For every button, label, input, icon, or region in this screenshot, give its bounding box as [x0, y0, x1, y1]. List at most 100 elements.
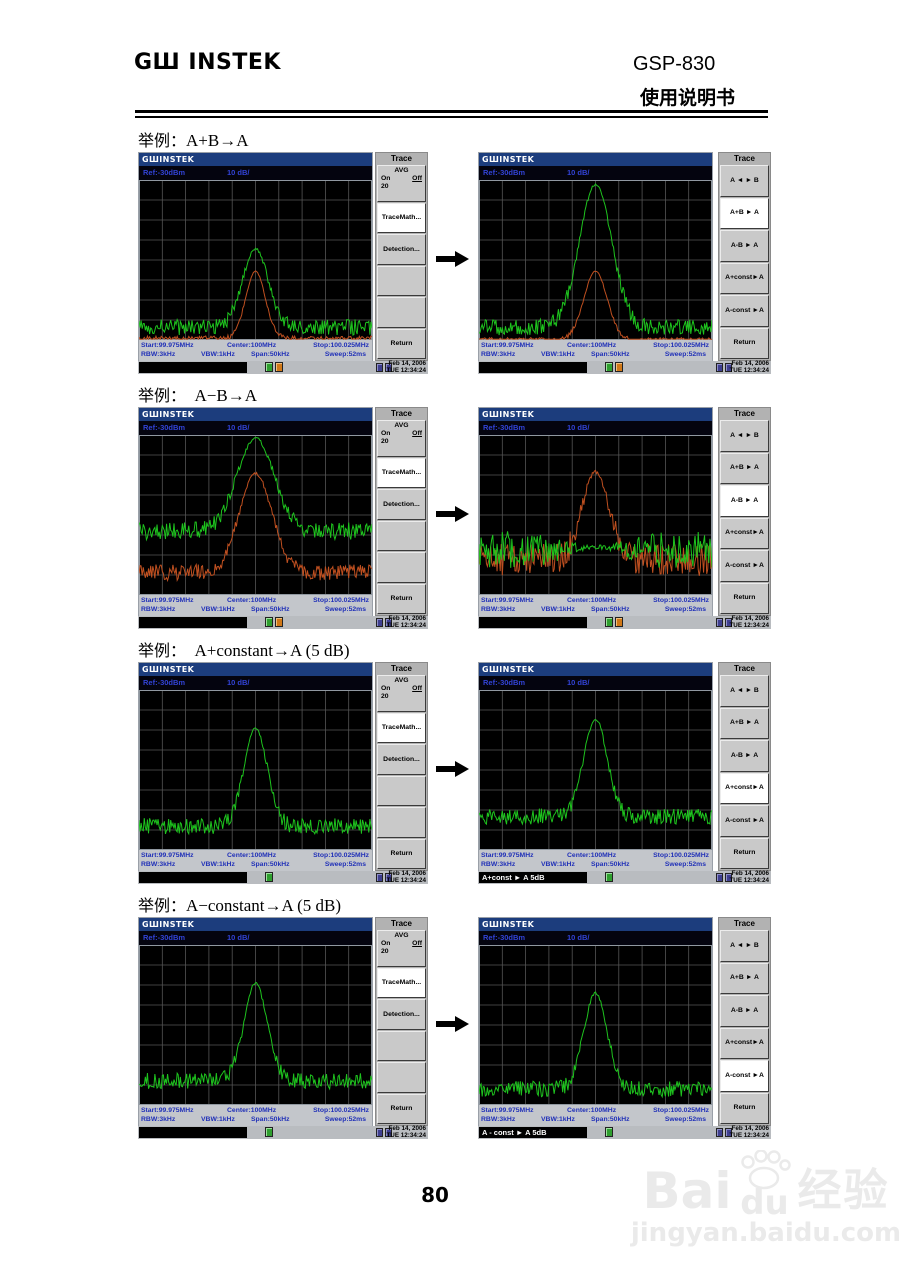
ref-line: Ref:-30dBm 10 dB/	[139, 166, 372, 180]
date-text: Feb 14, 2006	[388, 870, 426, 877]
green-indicator-icon	[265, 617, 273, 627]
softkey-button: Detection...	[377, 744, 426, 775]
date-text: Feb 14, 2006	[731, 615, 769, 622]
rbw-value: RBW:3kHz	[141, 351, 176, 358]
status-readout: Start:99.975MHz Center:100MHz Stop:100.025…	[139, 1105, 372, 1126]
screenshot-pair: GШINSTEK Ref:-30dBm 10 dB/Start:99.975MHz C…	[138, 407, 771, 629]
vbw-value: VBW:1kHz	[541, 1116, 575, 1123]
vbw-value: VBW:1kHz	[541, 861, 575, 868]
scale-per-div: 10 dB/	[227, 678, 250, 687]
avg-on-label: On	[381, 175, 391, 182]
avg-off-label: Off	[412, 940, 422, 947]
trace-green	[479, 719, 712, 826]
center-frequency: Center:100MHz	[227, 342, 277, 349]
system-icon	[725, 618, 732, 627]
example-prefix: 举例：	[138, 898, 187, 915]
spectrum-plot	[139, 945, 372, 1105]
ref-level: Ref:-30dBm	[143, 678, 186, 687]
softkey-button: Return	[720, 327, 769, 359]
start-frequency: Start:99.975MHz	[141, 597, 194, 604]
datetime-readout: Feb 14, 2006 TUE 12:34:24	[729, 870, 769, 884]
status-row-2: RBW:3kHz VBW:1kHz Span:50kHz Sweep:52ms	[479, 1115, 712, 1125]
menu-title: Trace	[391, 409, 412, 418]
center-frequency: Center:100MHz	[567, 597, 617, 604]
trace-green	[139, 247, 372, 336]
result-bar: A+const ► A 5dB	[479, 872, 587, 883]
softkey-avg-button: AVG On Off 20	[377, 420, 426, 457]
trace-green	[479, 531, 712, 568]
softkey-menu: Trace AVG On Off 20 TraceMath... Detection... R…	[375, 152, 428, 361]
green-indicator-icon	[265, 872, 273, 882]
example-formula: A+constant→A (5 dB)	[186, 641, 350, 660]
menu-title: Trace	[734, 409, 755, 418]
system-icons	[716, 618, 732, 627]
trace-green	[479, 991, 712, 1099]
softkey-button	[377, 297, 426, 328]
result-bar	[139, 1127, 247, 1138]
softkey-button: A+const►A	[720, 1027, 769, 1059]
spectrum-plot	[139, 180, 372, 340]
sweep-value: Sweep:52ms	[324, 351, 366, 358]
green-indicator-icon	[605, 1127, 613, 1137]
system-icons	[716, 873, 732, 882]
status-readout: Start:99.975MHz Center:100MHz Stop:100.025…	[479, 1105, 712, 1126]
ref-level: Ref:-30dBm	[483, 423, 526, 432]
stop-frequency: Stop:100.025MHz	[313, 597, 369, 604]
instrument-screen: GШINSTEK Ref:-30dBm 10 dB/Start:99.975MHz C…	[478, 152, 713, 361]
datetime-readout: Feb 14, 2006 TUE 12:34:24	[729, 360, 769, 374]
avg-label: AVG	[394, 932, 409, 939]
softkey-menu: Trace A ◄ ► B A+B ► A A-B ► A A+const►A A-con…	[718, 152, 771, 361]
example-section: 举例： A+constant→A (5 dB) GШINSTEK Ref:-30d…	[138, 637, 771, 884]
example-label: 举例：A−constant→A (5 dB)	[138, 892, 771, 915]
date-text: Feb 14, 2006	[388, 615, 426, 622]
result-bar	[139, 872, 247, 883]
scale-per-div: 10 dB/	[567, 423, 590, 432]
system-icon	[716, 618, 723, 627]
screenshot-before: GШINSTEK Ref:-30dBm 10 dB/Start:99.975MHz C…	[138, 407, 428, 629]
screen-titlebar: GШINSTEK	[139, 153, 372, 166]
vbw-value: VBW:1kHz	[201, 861, 235, 868]
spectrum-grid	[479, 180, 712, 340]
instrument-screen: GШINSTEK Ref:-30dBm 10 dB/Start:99.975MHz C…	[138, 152, 373, 361]
scale-per-div: 10 dB/	[227, 933, 250, 942]
softkey-list: A ◄ ► B A+B ► A A-B ► A A+const►A A-const ►A…	[719, 164, 770, 360]
datetime-readout: Feb 14, 2006 TUE 12:34:24	[729, 615, 769, 629]
start-frequency: Start:99.975MHz	[141, 1107, 194, 1114]
ref-line: Ref:-30dBm 10 dB/	[479, 166, 712, 180]
result-bar	[479, 362, 587, 373]
system-icon	[376, 873, 383, 882]
watermark-du: du	[740, 1183, 789, 1223]
status-row-2: RBW:3kHz VBW:1kHz Span:50kHz Sweep:52ms	[479, 350, 712, 360]
menu-title: Trace	[734, 919, 755, 928]
green-indicator-icon	[605, 872, 613, 882]
center-frequency: Center:100MHz	[567, 1107, 617, 1114]
orange-indicator-icon	[275, 617, 283, 627]
date-text: Feb 14, 2006	[388, 360, 426, 367]
result-bar: A - const ► A 5dB	[479, 1127, 587, 1138]
system-icon	[716, 1128, 723, 1137]
time-text: TUE 12:34:24	[386, 1131, 426, 1139]
ref-level: Ref:-30dBm	[143, 933, 186, 942]
spectrum-plot	[479, 180, 712, 340]
example-prefix: 举例：	[138, 388, 187, 405]
spectrum-plot	[479, 435, 712, 595]
arrow-icon	[428, 250, 478, 268]
system-icon	[385, 873, 392, 882]
screen-titlebar: GШINSTEK	[479, 918, 712, 931]
softkey-button: A+const►A	[720, 517, 769, 549]
system-icon	[716, 873, 723, 882]
ref-line: Ref:-30dBm 10 dB/	[139, 421, 372, 435]
avg-label: AVG	[394, 677, 409, 684]
trace-red	[139, 270, 372, 340]
example-section: 举例：A−constant→A (5 dB) GШINSTEK Ref:-30dB…	[138, 892, 771, 1139]
system-icon	[385, 618, 392, 627]
softkey-button: TraceMath...	[377, 713, 426, 744]
watermark-cn: 经验	[797, 1165, 890, 1216]
screenshot-after: GШINSTEK Ref:-30dBm 10 dB/Start:99.975MHz C…	[478, 407, 771, 629]
rbw-value: RBW:3kHz	[481, 606, 516, 613]
date-text: Feb 14, 2006	[731, 360, 769, 367]
span-value: Span:50kHz	[251, 606, 290, 613]
green-indicator-icon	[605, 362, 613, 372]
vbw-value: VBW:1kHz	[201, 1116, 235, 1123]
screen-titlebar: GШINSTEK	[139, 918, 372, 931]
